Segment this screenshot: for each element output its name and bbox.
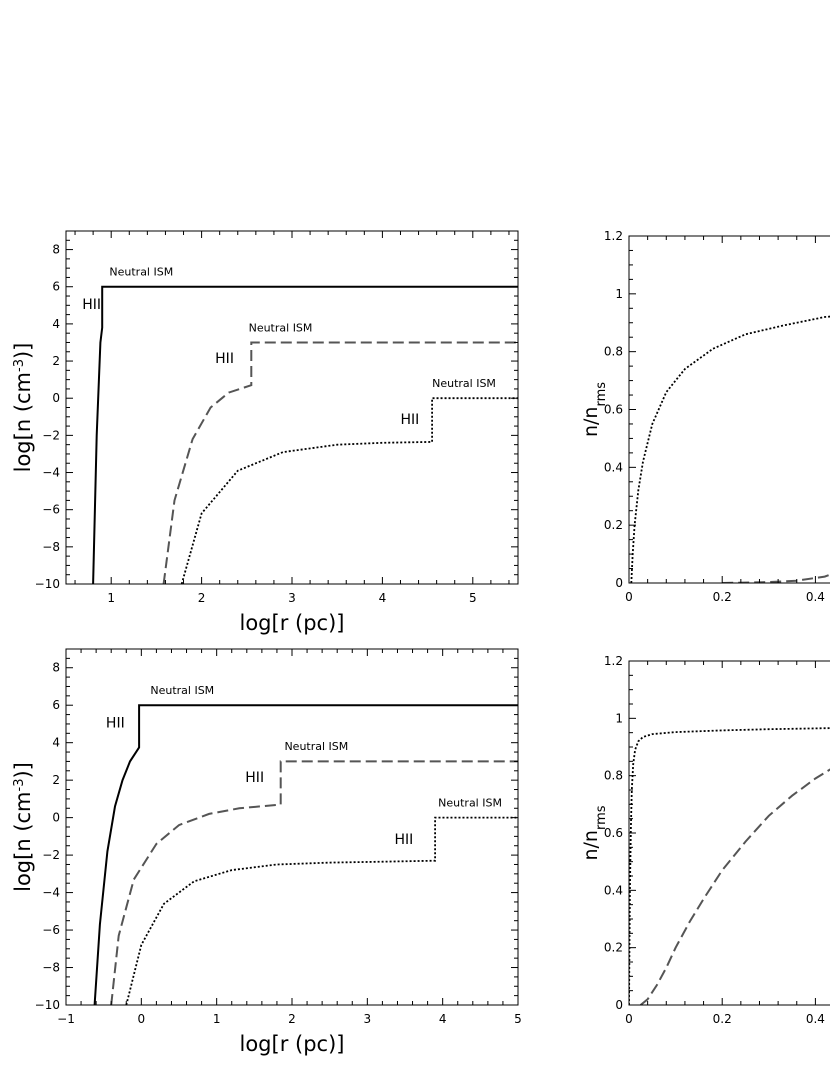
series-line-dashed [110,760,518,1005]
series-line-solid [92,285,518,584]
x-tick-label: 2 [288,1012,296,1026]
y-axis-label: log[n (cm-3)] [11,762,35,892]
y-tick-label: 6 [52,698,60,712]
x-tick-label: 5 [469,591,477,605]
series-line-dotted [125,816,518,1005]
series-line-dashed [722,573,830,583]
y-tick-label: 2 [52,773,60,787]
x-axis-label: log[r (pc)] [240,1032,345,1056]
y-tick-label: −2 [42,848,60,862]
y-tick-label: 0.6 [604,826,623,840]
x-tick-label: 4 [439,1012,447,1026]
y-tick-label: 0.4 [604,460,623,474]
y-tick-label: 4 [52,736,60,750]
x-axis-label: log[r (pc)] [240,611,345,635]
hii-region-label: HII [400,412,419,428]
plot-frame [628,660,830,1006]
y-axis-label: n/nrms [580,805,609,860]
x-tick-label: 3 [288,591,296,605]
y-tick-label: 0 [52,391,60,405]
x-tick-label: 0 [625,1012,633,1026]
x-tick-label: −1 [57,1012,75,1026]
x-tick-label: 0 [138,1012,146,1026]
x-tick-label: 4 [379,591,387,605]
series-line-dashed [162,341,518,584]
y-tick-label: −6 [42,503,60,517]
plot-frame [65,648,519,1006]
x-tick-label: 0 [625,590,633,604]
neutral-ism-label: Neutral ISM [150,684,214,697]
y-tick-label: 0.6 [604,403,623,417]
y-tick-label: 1.2 [604,229,623,243]
y-tick-label: 0.2 [604,941,623,955]
series-line-solid [93,704,518,1005]
series-line-dotted [630,315,830,583]
y-axis-label: log[n (cm-3)] [11,343,35,473]
x-tick-label: 0.2 [713,1012,732,1026]
hii-region-label: HII [394,832,413,848]
hii-region-label: HII [82,297,101,313]
y-tick-label: −10 [35,998,60,1012]
x-tick-label: 0.4 [806,590,825,604]
x-tick-label: 3 [364,1012,372,1026]
y-tick-label: 4 [52,317,60,331]
hii-region-label: HII [106,716,125,732]
y-tick-label: 0.8 [604,345,623,359]
y-tick-label: −8 [42,961,60,975]
y-tick-label: −10 [35,577,60,591]
y-tick-label: −6 [42,923,60,937]
y-axis-label: n/nrms [580,382,609,437]
x-tick-label: 0.4 [806,1012,825,1026]
neutral-ism-label: Neutral ISM [249,321,313,334]
series-line-dotted [180,397,518,584]
y-tick-label: 0 [615,998,623,1012]
hii-region-label: HII [215,351,234,367]
y-tick-label: −4 [42,886,60,900]
series-line-dotted [629,727,830,1005]
y-tick-label: 0.8 [604,769,623,783]
x-tick-label: 0.2 [713,590,732,604]
x-tick-label: 2 [198,591,206,605]
y-tick-label: 1.2 [604,654,623,668]
x-tick-label: 1 [213,1012,221,1026]
y-tick-label: −4 [42,466,60,480]
series-line-dashed [639,768,830,1005]
hii-region-label: HII [245,770,264,786]
neutral-ism-label: Neutral ISM [284,740,348,753]
x-tick-label: 1 [107,591,115,605]
y-tick-label: 0.2 [604,518,623,532]
y-tick-label: −2 [42,428,60,442]
neutral-ism-label: Neutral ISM [438,796,502,809]
y-tick-label: 2 [52,354,60,368]
y-tick-label: 8 [52,661,60,675]
y-tick-label: 1 [615,711,623,725]
plot-frame [65,230,519,585]
y-tick-label: 0.4 [604,883,623,897]
neutral-ism-label: Neutral ISM [109,266,173,279]
y-tick-label: 0 [52,811,60,825]
y-tick-label: 6 [52,280,60,294]
y-tick-label: −8 [42,540,60,554]
neutral-ism-label: Neutral ISM [432,377,496,390]
y-tick-label: 1 [615,287,623,301]
y-tick-label: 8 [52,243,60,257]
x-tick-label: 5 [514,1012,522,1026]
y-tick-label: 0 [615,576,623,590]
